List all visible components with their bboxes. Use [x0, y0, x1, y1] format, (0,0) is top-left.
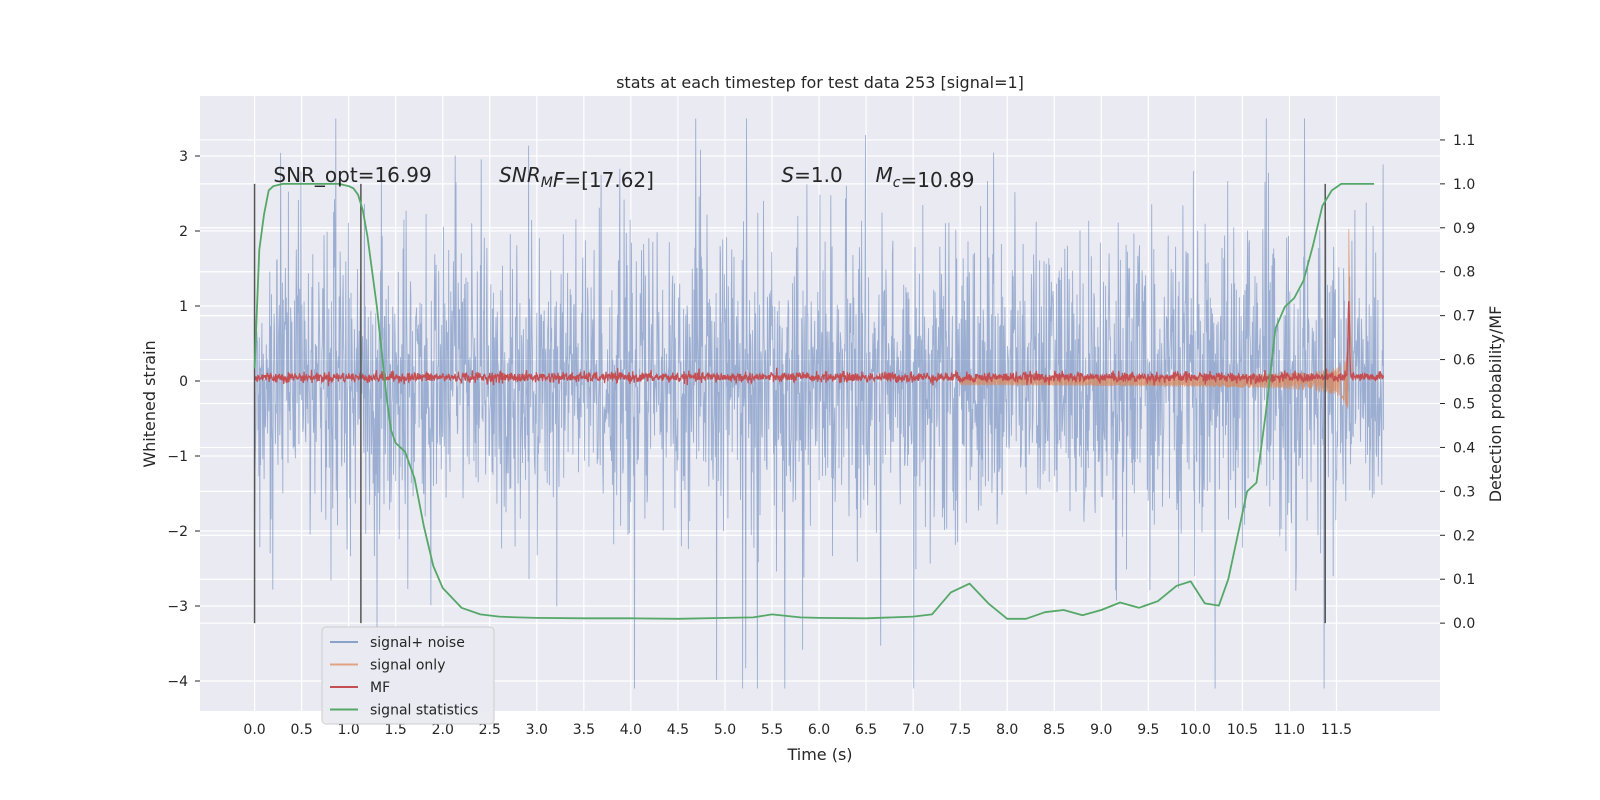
x-tick-label: 6.5: [855, 722, 877, 738]
legend-box: [321, 626, 495, 725]
y-right-tick-label: 0.5: [1453, 397, 1475, 413]
y-right-tick-label: 0.3: [1453, 484, 1475, 500]
y-tick-label: 0: [179, 374, 188, 390]
x-tick-label: 9.0: [1090, 722, 1112, 738]
signal-statistics-line: [253, 183, 1375, 620]
x-tick-label: 3.5: [573, 722, 595, 738]
x-tick-label: 5.0: [714, 722, 736, 738]
x-tick-label: 7.5: [949, 722, 971, 738]
y-right-tick-label: 1.0: [1453, 177, 1475, 193]
y-tick-labels: 3 2 1 0 −1 −2 −3 −4: [167, 149, 200, 690]
annotations: SNR_opt=16.99 SNRMF=[17.62] S=1.0 Mc=10.89: [273, 163, 974, 192]
y-right-tick-label: 0.9: [1453, 221, 1475, 237]
x-tick-label: 2.0: [432, 722, 454, 738]
chart-title: stats at each timestep for test data 253…: [616, 73, 1024, 92]
y-axis-title: Whitened strain: [140, 340, 159, 467]
y-tick-label: 1: [179, 299, 188, 315]
x-tick-label: 2.5: [479, 722, 501, 738]
y-right-axis-title: Detection probability/MF: [1486, 306, 1505, 503]
x-tick-label: 1.0: [338, 722, 360, 738]
legend-label: MF: [370, 680, 390, 696]
x-tick-label: 0.5: [290, 722, 312, 738]
y-right-tick-label: 0.1: [1453, 572, 1475, 588]
legend-label: signal+ noise: [370, 635, 465, 651]
legend: signal+ noise signal only MF signal statist…: [321, 626, 495, 725]
annotation-3: Mc=10.89: [876, 163, 975, 192]
x-tick-label: 7.0: [902, 722, 924, 738]
x-tick-label: 10.0: [1180, 722, 1211, 738]
x-tick-labels: 0.0 0.5 1.0 1.5 2.0 2.5 3.0 3.5 4.0 4.5 5.0 5.5 6.0 6…: [243, 722, 1352, 738]
x-tick-label: 8.0: [996, 722, 1018, 738]
annotation-0: SNR_opt=16.99: [273, 163, 431, 187]
y-tick-label: −2: [167, 524, 188, 540]
annotation-1: SNRMF=[17.62]: [499, 163, 654, 192]
y-right-tick-labels: 1.1 1.0 0.9 0.8 0.7 0.6 0.5 0.4 0.3 0.2 0.1 0.0: [1440, 133, 1475, 632]
y-tick-label: 3: [179, 149, 188, 165]
annotation-2: S=1.0: [781, 163, 842, 187]
x-tick-label: 11.5: [1321, 722, 1352, 738]
series-mf: [253, 301, 1385, 387]
vertical-markers: [253, 183, 1326, 624]
x-tick-label: 8.5: [1043, 722, 1065, 738]
x-tick-label: 6.0: [808, 722, 830, 738]
series-signal-statistics: [253, 183, 1375, 620]
x-tick-label: 3.0: [526, 722, 548, 738]
x-tick-label: 1.5: [385, 722, 407, 738]
y-right-tick-label: 0.2: [1453, 528, 1475, 544]
x-tick-label: 9.5: [1137, 722, 1159, 738]
y-right-tick-label: 0.7: [1453, 309, 1475, 325]
y-tick-label: −3: [167, 599, 188, 615]
y-right-tick-label: 0.6: [1453, 353, 1475, 369]
legend-label: signal only: [370, 658, 445, 674]
x-tick-label: 4.5: [667, 722, 689, 738]
y-right-tick-label: 0.4: [1453, 440, 1475, 456]
y-tick-label: −1: [167, 449, 188, 465]
x-axis-title: Time (s): [786, 745, 852, 764]
x-tick-label: 4.0: [620, 722, 642, 738]
x-tick-label: 11.0: [1274, 722, 1305, 738]
mf-line: [253, 301, 1385, 387]
legend-label: signal statistics: [370, 703, 478, 719]
y-right-tick-label: 1.1: [1453, 133, 1475, 149]
y-right-tick-label: 0.0: [1453, 616, 1475, 632]
x-tick-label: 10.5: [1227, 722, 1258, 738]
y-tick-label: 2: [179, 224, 188, 240]
x-tick-label: 5.5: [761, 722, 783, 738]
x-tick-label: 0.0: [243, 722, 265, 738]
y-right-tick-label: 0.8: [1453, 265, 1475, 281]
y-tick-label: −4: [167, 674, 188, 690]
